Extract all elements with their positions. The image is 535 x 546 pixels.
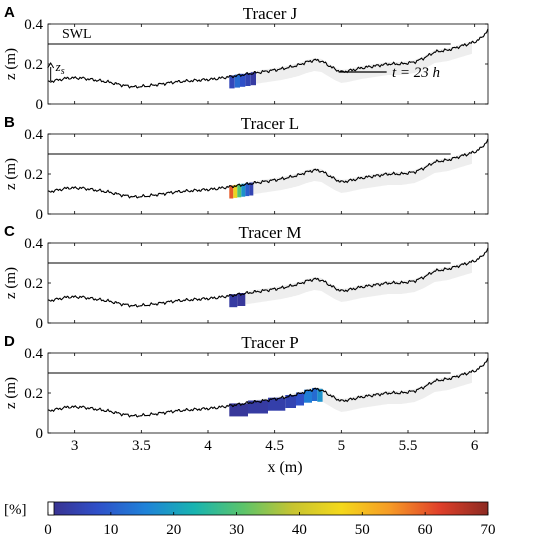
y-axis-label: z (m) bbox=[3, 377, 19, 409]
y-tick-label: 0.2 bbox=[24, 167, 43, 183]
tracer-strip bbox=[245, 183, 250, 197]
colorbar-tick-label: 10 bbox=[103, 522, 118, 538]
panel-title: Tracer M bbox=[238, 223, 301, 242]
tracer-strip bbox=[237, 293, 246, 306]
tracer-strip bbox=[296, 392, 304, 406]
tracer-envelope bbox=[245, 40, 472, 86]
x-tick-label: 5.5 bbox=[399, 438, 418, 454]
panel-letter: D bbox=[4, 333, 15, 350]
tracer-envelope bbox=[245, 259, 472, 305]
y-tick-label: 0.4 bbox=[24, 17, 43, 33]
y-tick-label: 0.4 bbox=[24, 236, 43, 252]
bed-profile bbox=[47, 247, 489, 308]
x-tick-label: 3 bbox=[71, 438, 79, 454]
x-axis-label: x (m) bbox=[267, 459, 302, 476]
tracer-strip bbox=[249, 182, 254, 196]
panel-title: Tracer J bbox=[243, 4, 298, 23]
swl-label: SWL bbox=[62, 27, 92, 42]
y-tick-label: 0.4 bbox=[24, 127, 43, 143]
tracer-strip bbox=[250, 72, 256, 86]
colorbar-unit-label: [%] bbox=[4, 502, 27, 518]
colorbar: 0 10 20 30 40 50 60 70 [%] bbox=[4, 501, 496, 538]
colorbar-tick-label: 20 bbox=[166, 522, 181, 538]
zs-label-sub: s bbox=[61, 66, 65, 77]
tracer-strip bbox=[304, 389, 312, 403]
y-tick-label: 0 bbox=[36, 97, 44, 113]
bed-profile bbox=[47, 28, 489, 89]
y-tick-label: 0.4 bbox=[24, 346, 43, 362]
y-tick-label: 0 bbox=[36, 426, 44, 442]
zs-arrowhead bbox=[47, 62, 55, 69]
colorbar-tick-label: 50 bbox=[355, 522, 370, 538]
y-axis-label: z (m) bbox=[3, 267, 19, 299]
tracer-envelope bbox=[245, 150, 472, 196]
zs-label-main: z bbox=[55, 59, 61, 74]
colorbar-tick-label: 60 bbox=[418, 522, 433, 538]
panel-title: Tracer P bbox=[241, 333, 298, 352]
colorbar-tick-label: 0 bbox=[44, 522, 52, 538]
panel-d: 3 3.5 4 4.5 5 5.5 6 0 0.2 0.4 z (m) D Tracer P bbox=[3, 333, 489, 454]
colorbar-zero-swatch bbox=[47, 501, 55, 516]
tracer-strip bbox=[268, 397, 286, 411]
panel-letter: B bbox=[4, 114, 15, 131]
y-tick-label: 0.2 bbox=[24, 57, 43, 73]
time-label: t = 23 h bbox=[392, 65, 440, 81]
x-tick-label: 6 bbox=[471, 438, 479, 454]
x-tick-label: 5 bbox=[338, 438, 346, 454]
tracer-strip bbox=[229, 294, 238, 308]
colorbar-tick-label: 70 bbox=[481, 522, 496, 538]
tracer-strip bbox=[229, 185, 234, 199]
panels: 0 0.2 0.4 z (m) A Tracer J SWL zs t = 23 h 0 0.2 0.… bbox=[3, 4, 489, 454]
panel-c: 0 0.2 0.4 z (m) C Tracer M bbox=[3, 223, 489, 332]
colorbar-ramp bbox=[47, 501, 489, 516]
tracer-strip bbox=[240, 73, 246, 87]
y-tick-label: 0 bbox=[36, 316, 44, 332]
tracer-strip bbox=[237, 184, 242, 198]
bed-profile bbox=[47, 357, 489, 418]
y-tick-label: 0.2 bbox=[24, 386, 43, 402]
colorbar-tick-label: 30 bbox=[229, 522, 244, 538]
colorbar-tick-label: 40 bbox=[292, 522, 307, 538]
tracer-strip bbox=[229, 75, 235, 89]
tracer-strip bbox=[312, 388, 318, 401]
tracer-strip bbox=[234, 74, 240, 88]
tracer-strip bbox=[241, 183, 246, 197]
tracer-strip bbox=[248, 400, 268, 414]
x-tick-label: 4 bbox=[204, 438, 212, 454]
x-tick-label: 4.5 bbox=[265, 438, 284, 454]
tracer-strip bbox=[233, 184, 238, 198]
y-axis-label: z (m) bbox=[3, 48, 19, 80]
panel-b: 0 0.2 0.4 z (m) B Tracer L bbox=[3, 114, 489, 223]
panel-letter: A bbox=[4, 4, 15, 21]
panel-title: Tracer L bbox=[241, 114, 299, 133]
zs-label: zs bbox=[55, 59, 65, 77]
y-tick-label: 0 bbox=[36, 207, 44, 223]
tracer-strip bbox=[245, 73, 251, 86]
x-tick-label: 3.5 bbox=[132, 438, 151, 454]
y-axis-label: z (m) bbox=[3, 158, 19, 190]
panel-letter: C bbox=[4, 223, 15, 240]
panel-a: 0 0.2 0.4 z (m) A Tracer J SWL zs t = 23 h bbox=[3, 4, 489, 113]
tracer-strip bbox=[317, 388, 323, 402]
bed-profile bbox=[47, 138, 489, 199]
tracer-strip bbox=[229, 403, 248, 417]
y-tick-label: 0.2 bbox=[24, 276, 43, 292]
tracer-strip bbox=[285, 395, 296, 408]
